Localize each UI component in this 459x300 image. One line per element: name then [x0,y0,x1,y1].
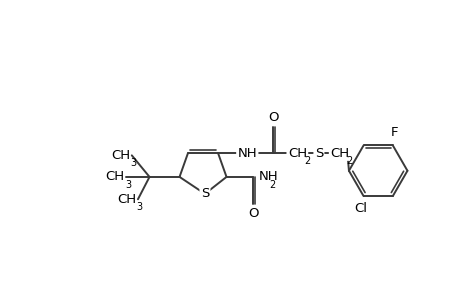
Text: CH: CH [287,146,306,160]
Text: S: S [314,146,322,160]
Text: O: O [268,111,279,124]
Text: 2: 2 [303,156,310,166]
Text: 3: 3 [125,180,131,190]
Text: NH: NH [258,170,278,183]
Text: CH: CH [117,193,136,206]
Text: 2: 2 [269,180,275,190]
Text: 2: 2 [346,156,352,166]
Text: CH: CH [330,146,348,160]
Text: Cl: Cl [353,202,366,215]
Text: S: S [200,187,209,200]
Text: NH: NH [237,146,257,160]
Text: 3: 3 [136,202,143,212]
Text: CH: CH [106,170,124,183]
Text: 3: 3 [130,158,136,168]
Text: O: O [248,207,258,220]
Text: F: F [390,126,397,139]
Text: CH: CH [111,149,130,162]
